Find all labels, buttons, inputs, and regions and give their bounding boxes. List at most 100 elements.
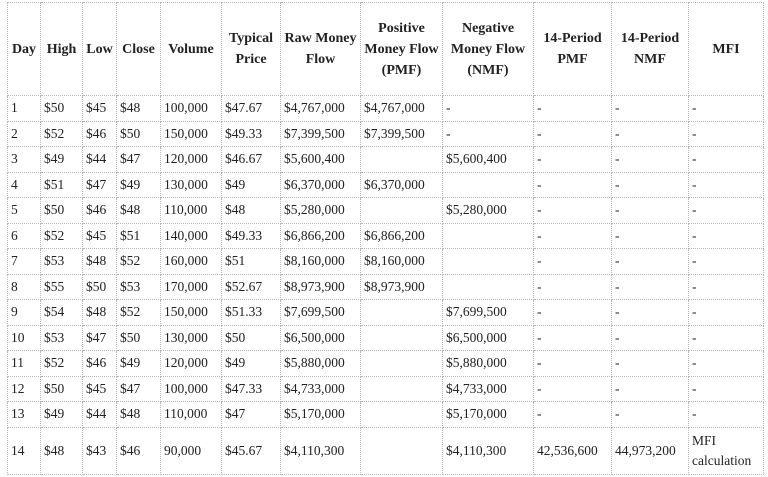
table-cell: 150,000	[160, 120, 222, 147]
table-cell: $7,399,500	[360, 120, 443, 147]
table-cell: $52	[40, 350, 83, 377]
table-cell: -	[688, 248, 764, 275]
table-cell: 120,000	[160, 350, 222, 377]
table-cell: 100,000	[160, 95, 222, 122]
table-cell: $46	[82, 350, 117, 377]
table-cell: 7	[7, 248, 41, 275]
table-cell: -	[442, 120, 534, 147]
table-cell: -	[533, 222, 612, 249]
table-cell: 2	[7, 120, 41, 147]
table-cell	[360, 350, 443, 377]
table-cell	[442, 171, 534, 198]
header-cell: Volume	[160, 2, 222, 96]
table-row: 9 $54 $48 $52 150,000 $51.33 $7,699,500 $7,699,…	[7, 299, 764, 326]
table-cell: $51.33	[221, 299, 281, 326]
header-cell: Typical Price	[221, 2, 281, 96]
table-cell: $53	[116, 273, 161, 300]
table-cell: $53	[40, 248, 83, 275]
table-row: 14 $48 $43 $46 90,000 $45.67 $4,110,300 $4,110,…	[7, 426, 764, 475]
table-cell: $49	[221, 171, 281, 198]
table-cell: 140,000	[160, 222, 222, 249]
table-cell: 44,973,200	[611, 426, 689, 475]
table-cell: 110,000	[160, 401, 222, 428]
table-cell: $50	[40, 95, 83, 122]
table-cell: $7,699,500	[280, 299, 361, 326]
table-cell: $50	[116, 324, 161, 351]
table-cell: $48	[40, 426, 83, 475]
table-cell: -	[688, 273, 764, 300]
table-row: 13 $49 $44 $48 110,000 $47 $5,170,000 $5,170,00…	[7, 401, 764, 428]
table-cell: $45.67	[221, 426, 281, 475]
table-cell: $50	[82, 273, 117, 300]
table-cell: $8,973,900	[280, 273, 361, 300]
table-cell: $46.67	[221, 146, 281, 173]
table-cell: 4	[7, 171, 41, 198]
table-cell: $52	[40, 120, 83, 147]
table-cell: $50	[40, 197, 83, 224]
header-cell: Raw Money Flow	[280, 2, 361, 96]
table-cell: $48	[82, 248, 117, 275]
table-cell: -	[533, 375, 612, 402]
table-cell: $49	[221, 350, 281, 377]
table-row: 6 $52 $45 $51 140,000 $49.33 $6,866,200 $6,866,…	[7, 222, 764, 249]
table-cell: 130,000	[160, 171, 222, 198]
table-cell: $6,500,000	[280, 324, 361, 351]
table-cell: 170,000	[160, 273, 222, 300]
table-cell: 90,000	[160, 426, 222, 475]
table-cell: $5,170,000	[442, 401, 534, 428]
table-cell: -	[533, 171, 612, 198]
table-cell: 100,000	[160, 375, 222, 402]
table-cell: -	[611, 248, 689, 275]
table-cell: 130,000	[160, 324, 222, 351]
table-cell: -	[688, 350, 764, 377]
table-cell: $54	[40, 299, 83, 326]
table-cell: $50	[221, 324, 281, 351]
table-cell: $47	[116, 375, 161, 402]
table-cell: $53	[40, 324, 83, 351]
table-cell: $4,733,000	[280, 375, 361, 402]
table-cell: $45	[82, 375, 117, 402]
table-cell: $45	[82, 222, 117, 249]
table-cell: $48	[116, 401, 161, 428]
table-cell: 120,000	[160, 146, 222, 173]
table-cell: $8,160,000	[360, 248, 443, 275]
table-cell: $5,280,000	[442, 197, 534, 224]
table-cell	[442, 222, 534, 249]
table-cell: 110,000	[160, 197, 222, 224]
table-cell: -	[533, 401, 612, 428]
table-cell: MFI calculation	[688, 426, 764, 475]
table-cell: 12	[7, 375, 41, 402]
header-cell: Low	[82, 2, 117, 96]
table-cell: -	[533, 299, 612, 326]
table-cell: 6	[7, 222, 41, 249]
table-cell: 14	[7, 426, 41, 475]
table-cell: $43	[82, 426, 117, 475]
table-cell: $6,866,200	[280, 222, 361, 249]
table-cell: $8,160,000	[280, 248, 361, 275]
header-row: Day High Low Close Volume Typical Price Raw Mo…	[7, 2, 764, 96]
table-row: 1 $50 $45 $48 100,000 $47.67 $4,767,000 $4,767,…	[7, 95, 764, 122]
table-cell: $4,767,000	[280, 95, 361, 122]
table-cell: -	[533, 350, 612, 377]
table-cell	[360, 197, 443, 224]
table-cell: $49	[40, 146, 83, 173]
table-cell: -	[688, 171, 764, 198]
table-cell: $8,973,900	[360, 273, 443, 300]
table-cell: $52	[116, 248, 161, 275]
table-cell: -	[611, 350, 689, 377]
table-cell: -	[688, 146, 764, 173]
table-cell: -	[611, 171, 689, 198]
table-cell: $48	[116, 197, 161, 224]
table-cell: $6,500,000	[442, 324, 534, 351]
table-cell: $47	[82, 171, 117, 198]
table-cell: -	[688, 95, 764, 122]
table-cell	[360, 375, 443, 402]
table-cell: -	[688, 401, 764, 428]
table-cell: -	[442, 95, 534, 122]
table-cell	[442, 273, 534, 300]
header-cell: 14-Period NMF	[611, 2, 689, 96]
table-cell: -	[611, 324, 689, 351]
table-cell: -	[688, 299, 764, 326]
table-cell: $47	[116, 146, 161, 173]
